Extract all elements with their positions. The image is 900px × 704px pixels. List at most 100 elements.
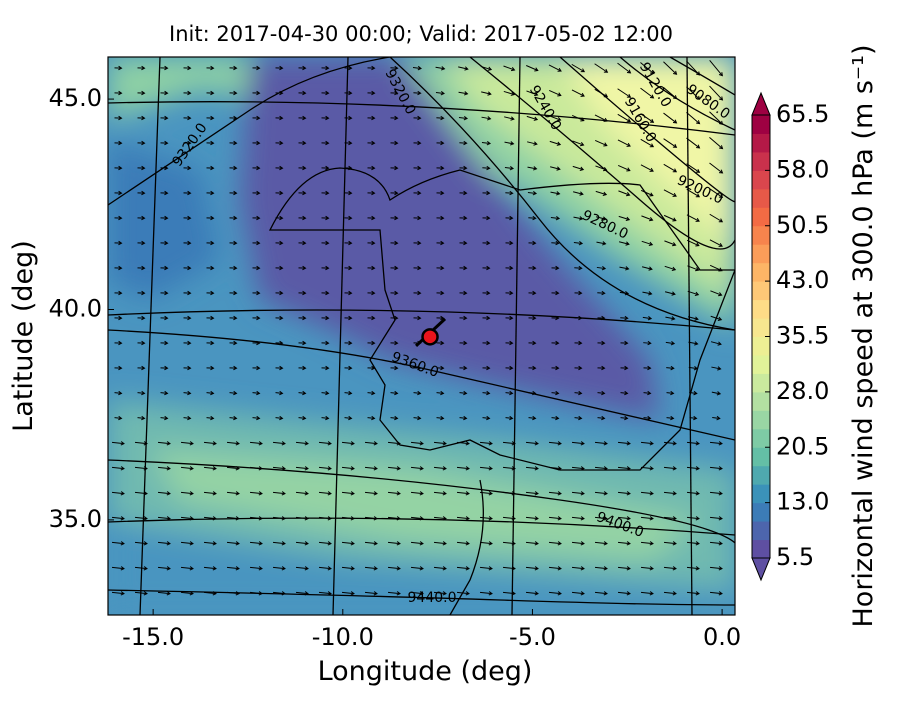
wind-arrow <box>618 215 631 221</box>
wind-arrow <box>689 415 698 421</box>
wind-arrow <box>252 290 261 296</box>
wind-arrow <box>341 516 355 521</box>
wind-arrow <box>252 140 261 146</box>
wind-arrow <box>572 140 585 147</box>
wind-arrow <box>617 541 631 546</box>
wind-arrow <box>709 541 723 546</box>
wind-arrow <box>114 165 123 171</box>
wind-arrow <box>549 90 562 97</box>
wind-arrow <box>528 390 537 396</box>
wind-arrow <box>479 566 493 571</box>
wind-arrow <box>137 90 146 96</box>
wind-arrow <box>571 541 585 546</box>
wind-arrow <box>298 65 307 71</box>
wind-arrow <box>410 591 424 596</box>
wind-arrow <box>183 365 192 371</box>
wind-arrow <box>433 516 447 521</box>
wind-arrow <box>387 466 401 471</box>
wind-arrow <box>180 491 194 496</box>
wind-arrow <box>137 215 146 221</box>
wind-arrow <box>226 566 240 571</box>
wind-arrow <box>180 566 194 571</box>
wind-arrow <box>180 541 194 546</box>
wind-arrow <box>413 290 422 296</box>
wind-arrow <box>482 315 491 321</box>
wind-arrow <box>663 441 677 446</box>
wind-arrow <box>111 491 125 496</box>
wind-arrow <box>663 491 677 496</box>
wind-arrow <box>502 516 516 521</box>
wind-arrow <box>203 441 217 446</box>
colorbar-band <box>752 318 770 337</box>
wind-arrow <box>687 290 700 296</box>
wind-arrow <box>390 165 399 171</box>
wind-arrow <box>505 215 514 221</box>
wind-arrow <box>709 591 723 596</box>
wind-arrow <box>367 190 376 196</box>
wind-arrow <box>505 390 514 396</box>
wind-arrow <box>505 340 514 346</box>
wind-arrow <box>183 215 192 221</box>
wind-arrow <box>551 390 560 396</box>
y-tick-label: 40.0 <box>49 294 102 322</box>
wind-arrow <box>548 441 562 446</box>
wind-arrow <box>574 415 583 421</box>
wind-arrow <box>298 340 307 346</box>
wind-arrow <box>229 240 238 246</box>
wind-arrow <box>226 441 240 446</box>
wind-arrow <box>663 87 678 100</box>
wind-arrow <box>642 291 653 296</box>
wind-arrow <box>410 516 424 521</box>
wind-arrow <box>665 316 676 321</box>
wind-arrow <box>390 365 399 371</box>
wind-arrow <box>226 591 240 596</box>
colorbar-band <box>752 151 770 171</box>
wind-arrow <box>709 441 723 446</box>
wind-arrow <box>413 365 422 371</box>
wind-arrow <box>663 112 678 124</box>
wind-arrow <box>642 315 653 321</box>
wind-arrow <box>206 415 215 421</box>
wind-arrow <box>436 290 445 296</box>
wind-arrow <box>525 541 539 546</box>
contour-label: 9440.0 <box>408 590 457 606</box>
wind-arrow <box>252 165 261 171</box>
wind-arrow <box>321 65 330 71</box>
wind-arrow <box>686 516 700 521</box>
wind-arrow <box>114 390 123 396</box>
wind-arrow <box>229 315 238 321</box>
wind-arrow <box>617 491 631 496</box>
wind-arrow <box>226 491 240 496</box>
wind-arrow <box>526 115 539 121</box>
wind-arrow <box>249 541 263 546</box>
wind-arrow <box>367 115 376 121</box>
colorbar-tick-label: 58.0 <box>776 155 829 183</box>
wind-arrow <box>456 566 470 571</box>
wind-arrow <box>525 516 539 521</box>
wind-arrow <box>689 390 698 396</box>
colorbar-band <box>752 373 770 393</box>
colorbar-band <box>752 336 770 356</box>
wind-arrow <box>709 111 724 125</box>
wind-arrow <box>295 566 309 571</box>
wind-arrow <box>458 115 469 121</box>
wind-arrow <box>111 516 125 521</box>
wind-arrow <box>663 466 677 471</box>
wind-arrow <box>295 541 309 546</box>
wind-arrow <box>410 566 424 571</box>
wind-arrow <box>665 340 676 346</box>
wind-arrow <box>318 516 332 521</box>
wind-arrow <box>573 216 584 221</box>
colorbar-band <box>752 244 770 264</box>
wind-arrow <box>160 265 169 271</box>
wind-arrow <box>249 491 263 496</box>
wind-arrow <box>574 365 583 371</box>
wind-arrow <box>390 240 399 246</box>
wind-arrow <box>664 240 677 247</box>
wind-arrow <box>229 215 238 221</box>
colorbar-band <box>752 428 770 448</box>
wind-arrow <box>344 390 353 396</box>
wind-arrow <box>711 366 722 371</box>
wind-arrow <box>344 190 353 196</box>
wind-arrow <box>436 190 445 196</box>
